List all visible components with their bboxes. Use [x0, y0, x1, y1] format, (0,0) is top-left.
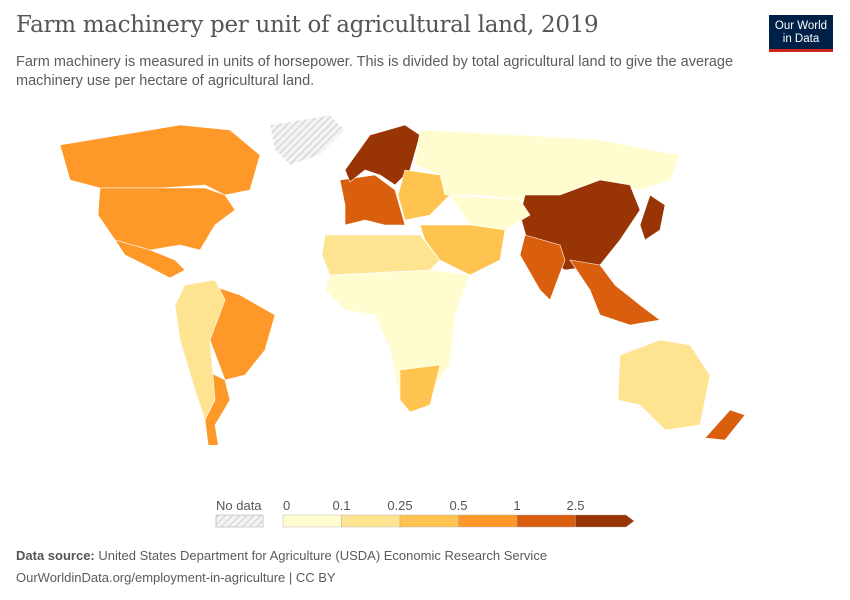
region-india[interactable]	[519, 234, 566, 301]
legend-tick-label: 0.1	[332, 498, 351, 513]
region-western-europe[interactable]	[339, 174, 406, 226]
legend-bin-5[interactable]	[575, 514, 635, 528]
region-new-zealand[interactable]	[704, 409, 746, 441]
region-south-africa[interactable]	[399, 364, 441, 413]
legend-tick-label: 1	[513, 498, 521, 513]
world-map	[59, 114, 746, 445]
legend-tick-label: 0.25	[387, 498, 413, 513]
chart-subtitle: Farm machinery is measured in units of h…	[16, 54, 734, 89]
region-southeast-asia[interactable]	[569, 259, 661, 326]
region-united-states[interactable]	[97, 187, 236, 251]
source-text: United States Department for Agriculture…	[98, 548, 548, 563]
region-japan[interactable]	[639, 194, 666, 241]
legend-bin-2[interactable]	[399, 514, 459, 528]
legend	[215, 514, 635, 528]
owid-logo[interactable]: Our World in Data	[769, 15, 833, 52]
region-middle-east[interactable]	[419, 224, 506, 276]
legend-bin-0[interactable]	[282, 514, 342, 528]
legend-bin-4[interactable]	[516, 514, 576, 528]
chart-title: Farm machinery per unit of agricultural …	[16, 12, 599, 38]
legend-tick-label: 0	[283, 498, 291, 513]
legend-tick-label: 0.5	[449, 498, 468, 513]
logo-line1: Our World	[774, 20, 828, 32]
region-russia[interactable]	[414, 129, 681, 201]
legend-no-data-swatch	[215, 514, 264, 528]
logo-line2: in Data	[782, 33, 820, 45]
region-australia[interactable]	[617, 339, 711, 431]
legend-bin-1[interactable]	[341, 514, 401, 528]
region-rest-of-south-america[interactable]	[174, 279, 226, 421]
region-mexico[interactable]	[114, 239, 186, 279]
region-northern-europe[interactable]	[344, 124, 421, 186]
region-central-asia[interactable]	[449, 194, 531, 231]
legend-tick-label: 2.5	[566, 498, 585, 513]
region-canada[interactable]	[59, 124, 261, 196]
legend-no-data-label: No data	[216, 498, 262, 513]
region-sub-saharan-africa[interactable]	[324, 269, 471, 401]
source-url[interactable]: OurWorldinData.org/employment-in-agricul…	[16, 570, 336, 585]
data-source: Data source: United States Department fo…	[16, 548, 547, 563]
legend-bin-3[interactable]	[458, 514, 518, 528]
source-label: Data source:	[16, 548, 95, 563]
region-greenland[interactable]	[269, 114, 346, 166]
region-north-africa[interactable]	[321, 234, 441, 276]
